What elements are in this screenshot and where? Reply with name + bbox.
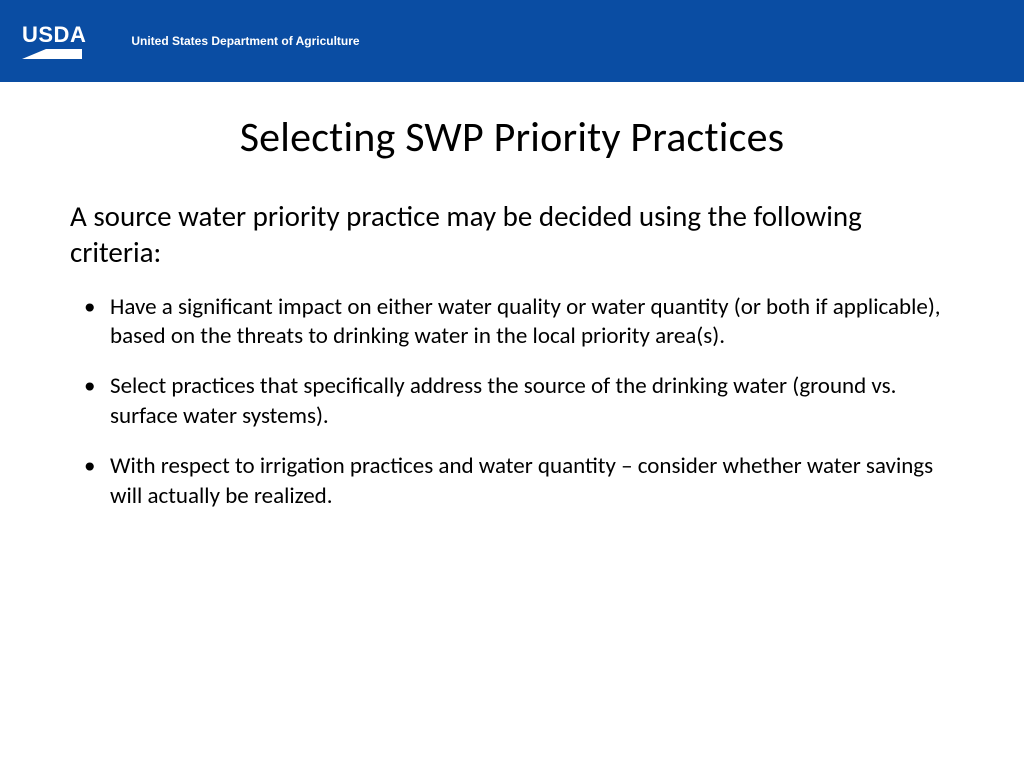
usda-logo-underline — [22, 48, 82, 59]
bullet-list: Have a significant impact on either wate… — [70, 293, 954, 512]
usda-logo-text: USDA — [22, 24, 86, 46]
slide-content: Selecting SWP Priority Practices A sourc… — [0, 82, 1024, 512]
bullet-item: Select practices that specifically addre… — [70, 372, 954, 432]
slide-intro: A source water priority practice may be … — [70, 198, 954, 271]
usda-logo: USDA — [22, 24, 86, 59]
slide-title: Selecting SWP Priority Practices — [70, 112, 954, 163]
bullet-item: With respect to irrigation practices and… — [70, 452, 954, 512]
header-bar: USDA United States Department of Agricul… — [0, 0, 1024, 82]
department-name: United States Department of Agriculture — [131, 34, 359, 48]
bullet-item: Have a significant impact on either wate… — [70, 293, 954, 353]
